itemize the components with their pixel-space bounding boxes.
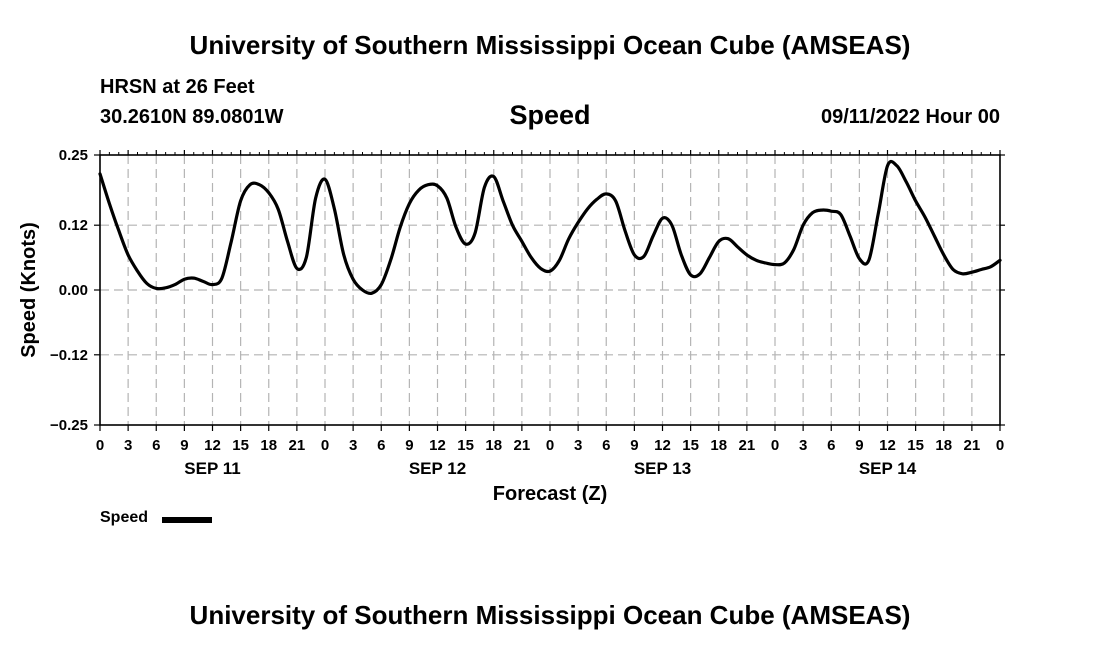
x-tick-label: 0 [96, 437, 104, 454]
x-tick-label: 3 [124, 437, 132, 454]
variable-title: Speed [509, 100, 591, 130]
x-tick-label: 15 [457, 437, 474, 454]
y-tick-label: 0.00 [59, 282, 88, 299]
y-tick-label: 0.12 [59, 217, 88, 234]
legend-swatch [162, 517, 212, 523]
x-tick-label: 6 [152, 437, 160, 454]
plot-frame [99, 154, 1001, 426]
x-tick-label: 6 [602, 437, 610, 454]
y-tick-label: −0.12 [50, 347, 88, 364]
x-tick-label: 21 [739, 437, 756, 454]
x-tick-label: 0 [546, 437, 554, 454]
x-tick-label: 6 [377, 437, 385, 454]
x-tick-label: 0 [771, 437, 779, 454]
station-label: HRSN at 26 Feet [100, 76, 255, 98]
date-label: SEP 14 [859, 459, 917, 478]
x-tick-label: 21 [289, 437, 306, 454]
x-tick-label: 18 [260, 437, 277, 454]
x-tick-label: 21 [514, 437, 531, 454]
date-label: SEP 13 [634, 459, 691, 478]
x-tick-label: 21 [964, 437, 981, 454]
x-tick-label: 18 [485, 437, 502, 454]
x-tick-label: 12 [429, 437, 446, 454]
y-axis-label: Speed (Knots) [18, 222, 40, 358]
legend-label: Speed [100, 509, 149, 526]
forecast-datetime: 09/11/2022 Hour 00 [820, 106, 1000, 128]
x-tick-label: 12 [204, 437, 221, 454]
x-tick-label: 12 [879, 437, 896, 454]
x-tick-label: 0 [321, 437, 329, 454]
x-tick-label: 6 [827, 437, 835, 454]
date-labels: SEP 11 SEP 12 SEP 13 SEP 14 [184, 459, 916, 478]
x-tick-label: 18 [935, 437, 952, 454]
y-tick-label: −0.25 [50, 417, 88, 434]
x-tick-label: 9 [180, 437, 188, 454]
y-axis: 0.25 0.12 0.00 −0.12 −0.25 [50, 147, 1005, 434]
grid-lines [100, 155, 1000, 425]
chart-title: University of Southern Mississippi Ocean… [189, 30, 911, 60]
footer-title: University of Southern Mississippi Ocean… [189, 600, 911, 630]
x-tick-label: 3 [574, 437, 582, 454]
x-tick-label: 15 [682, 437, 699, 454]
x-tick-label: 3 [349, 437, 357, 454]
station-coordinates: 30.2610N 89.0801W [100, 106, 284, 128]
x-tick-label: 9 [630, 437, 638, 454]
y-tick-label: 0.25 [59, 147, 88, 164]
x-tick-label: 9 [855, 437, 863, 454]
x-tick-label: 12 [654, 437, 671, 454]
x-tick-label: 3 [799, 437, 807, 454]
date-label: SEP 12 [409, 459, 466, 478]
speed-series-line [98, 159, 1002, 296]
x-axis-label: Forecast (Z) [493, 483, 607, 505]
x-tick-label: 0 [996, 437, 1004, 454]
x-tick-label: 15 [232, 437, 249, 454]
speed-chart: 0.250.120.00−0.12−0.25 0 3 6 9 12 15 18 21 0 3 6 9 1… [18, 147, 1005, 505]
date-label: SEP 11 [184, 459, 240, 478]
x-tick-label: 18 [710, 437, 727, 454]
x-tick-label: 9 [405, 437, 413, 454]
x-tick-label: 15 [907, 437, 924, 454]
